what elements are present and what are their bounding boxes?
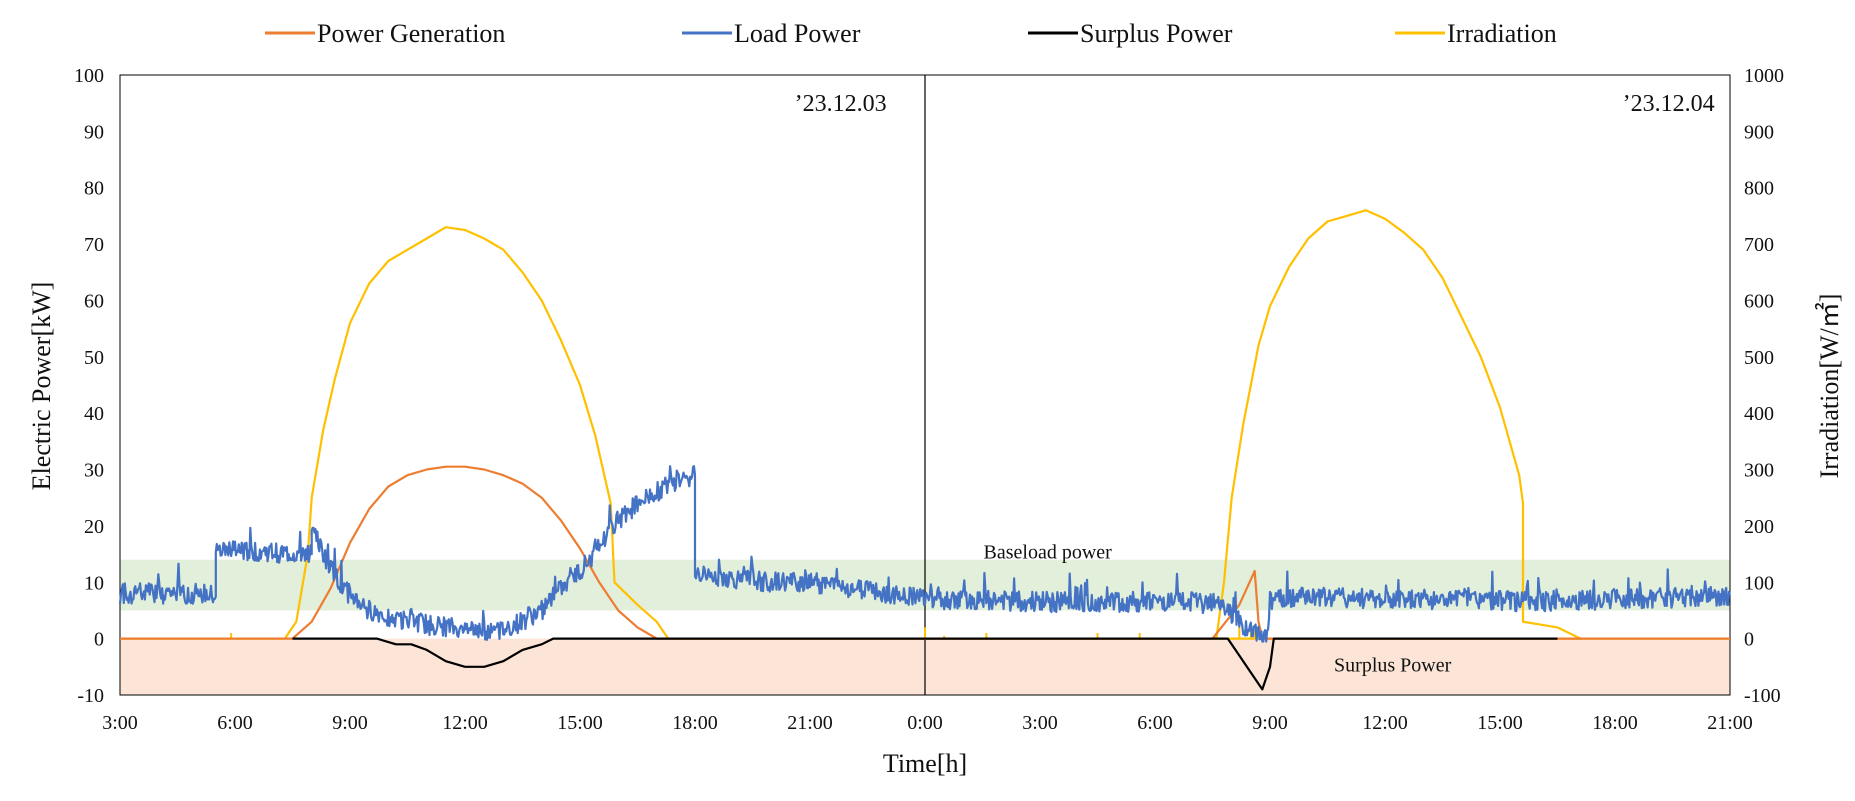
y-tick-right: 200 [1744, 516, 1774, 538]
x-tick: 6:00 [217, 712, 253, 734]
x-tick: 12:00 [1362, 712, 1408, 734]
y-tick-right: -100 [1744, 685, 1781, 707]
band-label-surplus-power: Surplus Power [1334, 654, 1452, 676]
y-tick-left: 10 [84, 572, 104, 594]
legend-item-irradiation: Irradiation [1395, 19, 1557, 48]
x-tick: 3:00 [102, 712, 138, 734]
y-tick-right: 600 [1744, 290, 1774, 312]
series-load-power-line [118, 465, 1732, 643]
y-tick-right: 300 [1744, 460, 1774, 482]
legend-item-load-power: Load Power [682, 19, 861, 48]
y-tick-right: 700 [1744, 234, 1774, 256]
x-tick: 9:00 [332, 712, 368, 734]
series-layer [118, 209, 1732, 691]
legend-label: Power Generation [317, 19, 505, 48]
band-label-baseload-power: Baseload power [984, 542, 1113, 564]
y-tick-left: 30 [84, 460, 104, 482]
x-tick: 18:00 [672, 712, 718, 734]
x-tick: 6:00 [1137, 712, 1173, 734]
x-tick: 21:00 [787, 712, 833, 734]
y-tick-left: 100 [74, 65, 104, 87]
y-tick-right: 500 [1744, 347, 1774, 369]
x-tick: 18:00 [1592, 712, 1638, 734]
y-tick-right: 800 [1744, 178, 1774, 200]
plot-frame [119, 74, 1731, 696]
y-axis-title-right: Irradiation[W/㎡] [1815, 294, 1844, 479]
x-tick: 15:00 [557, 712, 603, 734]
y-tick-left: 20 [84, 516, 104, 538]
y-tick-left: 90 [84, 121, 104, 143]
y-tick-right: 900 [1744, 121, 1774, 143]
date-label: ’23.12.04 [1623, 91, 1715, 117]
y-tick-left: 70 [84, 234, 104, 256]
series-irradiation-line [120, 226, 1730, 640]
legend-label: Load Power [734, 19, 861, 48]
x-tick: 12:00 [442, 712, 488, 734]
y-tick-right: 1000 [1744, 65, 1784, 87]
legend-item-power-generation: Power Generation [265, 19, 505, 48]
y-tick-left: 80 [84, 178, 104, 200]
x-axis-title: Time[h] [883, 749, 967, 778]
y-axis-title-left: Electric Power[kW] [27, 282, 56, 491]
x-tick: 3:00 [1022, 712, 1058, 734]
y-tick-right: 0 [1744, 629, 1754, 651]
date-label: ’23.12.03 [795, 91, 887, 117]
y-tick-right: 400 [1744, 403, 1774, 425]
y-tick-left: -10 [77, 685, 104, 707]
x-tick: 9:00 [1252, 712, 1288, 734]
legend-label: Surplus Power [1080, 19, 1233, 48]
y-tick-left: 50 [84, 347, 104, 369]
y-tick-right: 100 [1744, 572, 1774, 594]
legend-item-surplus-power: Surplus Power [1028, 19, 1233, 48]
legend: Power Generation Load Power Surplus Power I… [265, 19, 1557, 48]
series-irradiation-line [1215, 209, 1581, 640]
x-tick: 15:00 [1477, 712, 1523, 734]
axes: -100102030405060708090100-10001002003004… [74, 65, 1784, 734]
x-tick: 21:00 [1707, 712, 1753, 734]
y-tick-left: 0 [94, 629, 104, 651]
series-surplus-power-line [292, 637, 1558, 691]
x-tick: 0:00 [907, 712, 943, 734]
legend-label: Irradiation [1447, 19, 1557, 48]
y-tick-left: 60 [84, 290, 104, 312]
y-tick-left: 40 [84, 403, 104, 425]
